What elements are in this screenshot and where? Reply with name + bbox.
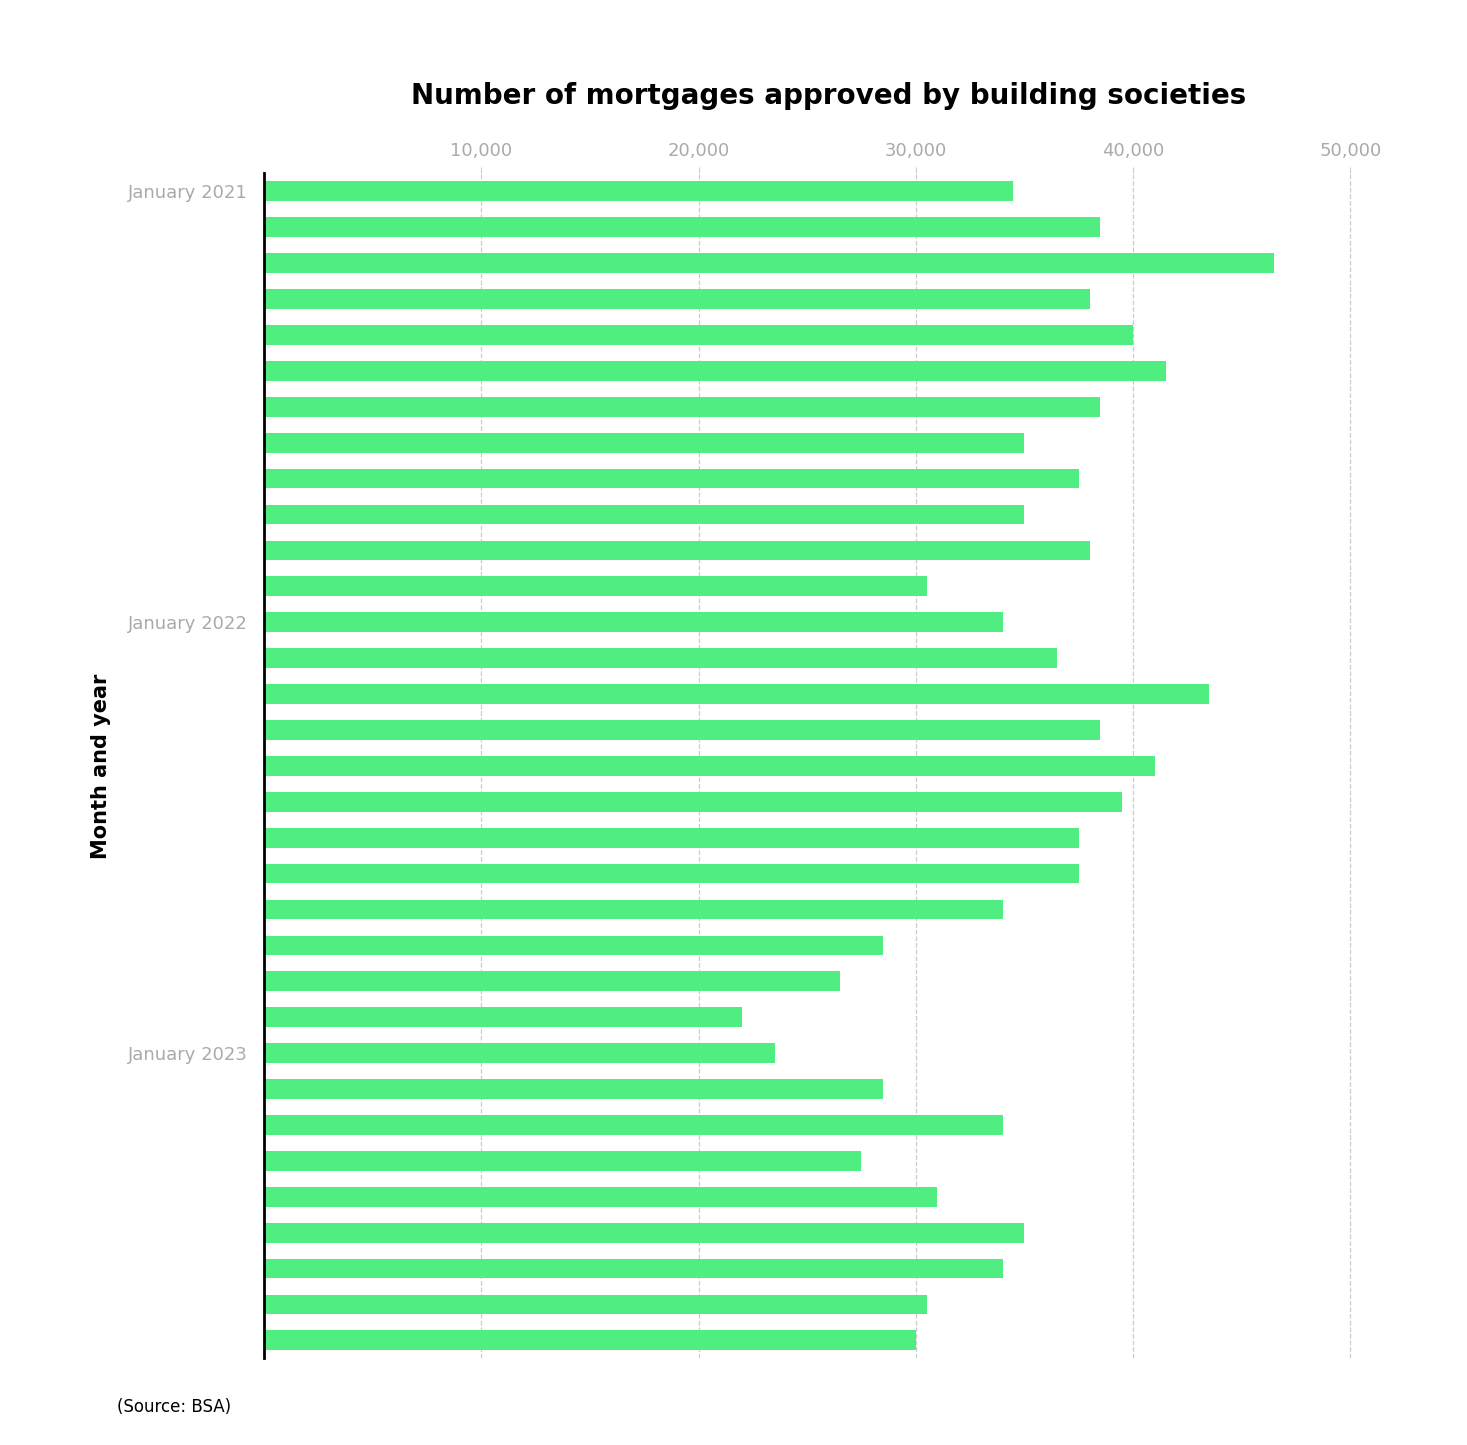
- Bar: [264, 361, 1166, 380]
- Bar: [264, 577, 927, 597]
- Bar: [264, 1152, 861, 1170]
- Bar: [264, 900, 1002, 919]
- Bar: [264, 434, 1024, 452]
- Text: (Source: BSA): (Source: BSA): [117, 1399, 232, 1416]
- Bar: [264, 253, 1275, 273]
- Bar: [264, 540, 1090, 561]
- Bar: [264, 935, 883, 955]
- Bar: [264, 1295, 927, 1315]
- Bar: [264, 756, 1155, 776]
- Bar: [264, 325, 1133, 345]
- Bar: [264, 828, 1078, 848]
- Bar: [264, 1079, 883, 1098]
- Bar: [264, 397, 1100, 416]
- Bar: [264, 649, 1056, 668]
- Title: Number of mortgages approved by building societies: Number of mortgages approved by building…: [411, 82, 1247, 110]
- Bar: [264, 864, 1078, 883]
- Bar: [264, 1007, 742, 1027]
- Bar: [264, 683, 1209, 704]
- Bar: [264, 1186, 937, 1207]
- Bar: [264, 289, 1090, 309]
- Bar: [264, 1222, 1024, 1243]
- Bar: [264, 468, 1078, 488]
- Bar: [264, 1259, 1002, 1279]
- Bar: [264, 971, 839, 991]
- Y-axis label: Month and year: Month and year: [91, 673, 111, 858]
- Bar: [264, 792, 1122, 812]
- Bar: [264, 1331, 915, 1350]
- Bar: [264, 217, 1100, 237]
- Bar: [264, 1116, 1002, 1134]
- Bar: [264, 182, 1014, 201]
- Bar: [264, 504, 1024, 525]
- Bar: [264, 720, 1100, 740]
- Bar: [264, 613, 1002, 631]
- Bar: [264, 1043, 775, 1064]
